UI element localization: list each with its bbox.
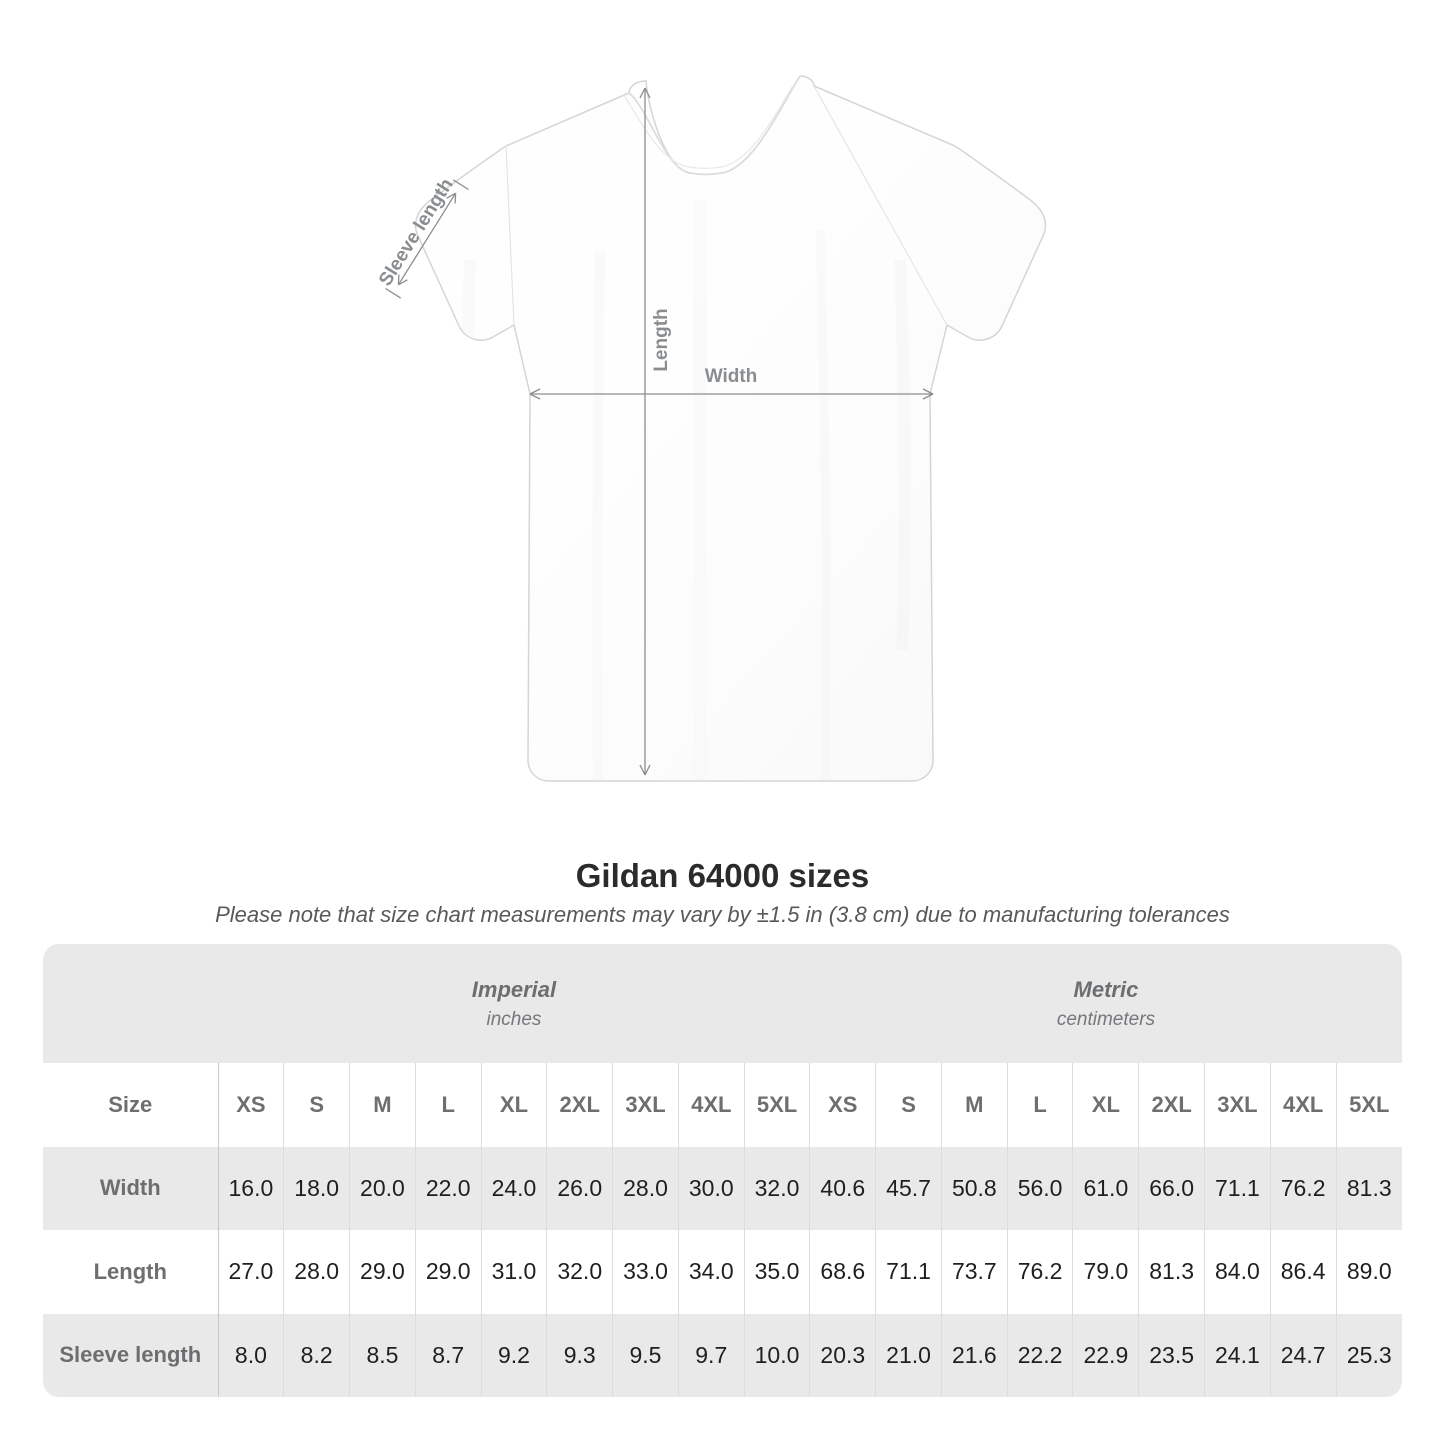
svg-text:Width: Width xyxy=(705,366,758,387)
svg-text:Length: Length xyxy=(651,308,672,371)
